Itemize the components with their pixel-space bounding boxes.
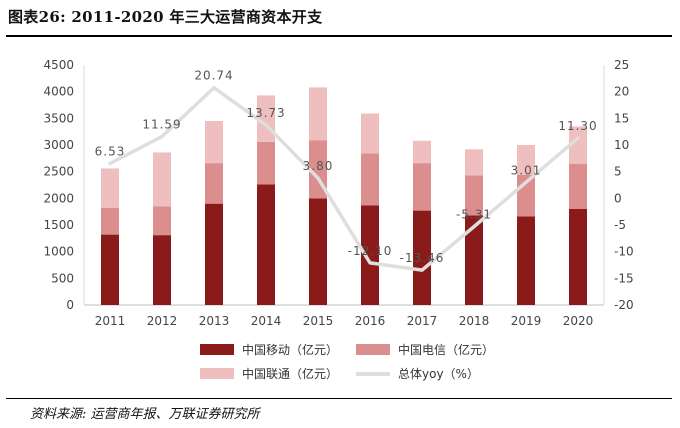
yoy-data-label: 3.80 — [303, 159, 334, 173]
y-right-tick-label: -5 — [614, 218, 626, 232]
y-left-tick-label: 4000 — [43, 85, 74, 99]
bar-segment-telecom — [569, 163, 587, 209]
bar-segment-unicom — [309, 87, 327, 141]
y-right-tick-label: -20 — [614, 298, 634, 312]
x-tick-label: 2013 — [199, 314, 230, 328]
yoy-line — [108, 85, 580, 272]
legend-label: 中国移动（亿元） — [242, 342, 338, 357]
y-right-tick-label: 0 — [614, 191, 622, 205]
bar-segment-telecom — [205, 163, 223, 204]
y-right-tick-label: 20 — [614, 85, 629, 99]
bar-segment-mobile — [517, 216, 535, 305]
bar-segment-telecom — [413, 163, 431, 211]
y-left-tick-label: 4500 — [43, 58, 74, 72]
bar-segment-telecom — [361, 153, 379, 206]
chart-title: 图表26: 2011-2020 年三大运营商资本开支 — [8, 8, 323, 26]
y-right-tick-label: -10 — [614, 245, 634, 259]
legend-swatch — [200, 368, 234, 379]
y-left-tick-label: 3500 — [43, 111, 74, 125]
legend-label: 中国联通（亿元） — [242, 366, 338, 381]
x-tick-label: 2017 — [407, 314, 438, 328]
bar-segment-mobile — [205, 203, 223, 305]
bar-segment-telecom — [153, 206, 171, 236]
yoy-data-label: 20.74 — [194, 69, 233, 83]
y-right-tick-label: 25 — [614, 58, 629, 72]
yoy-data-label: -5.31 — [456, 208, 492, 222]
legend-label: 中国电信（亿元） — [398, 342, 494, 357]
y-left-tick-label: 500 — [51, 271, 74, 285]
y-right-tick-label: 15 — [614, 111, 629, 125]
yoy-data-label: 11.30 — [558, 119, 597, 133]
x-tick-label: 2016 — [355, 314, 386, 328]
y-right-tick-label: 10 — [614, 138, 629, 152]
y-right-tick-label: -15 — [614, 271, 634, 285]
y-right-tick-label: 5 — [614, 165, 622, 179]
yoy-data-label: 13.73 — [246, 106, 285, 120]
source-note: 资料来源: 运营商年报、万联证券研究所 — [30, 407, 260, 422]
legend-swatch — [356, 344, 390, 355]
x-tick-label: 2012 — [147, 314, 178, 328]
x-tick-label: 2015 — [303, 314, 334, 328]
yoy-data-label: 11.59 — [142, 118, 181, 132]
bar-segment-mobile — [101, 234, 119, 305]
source-rule — [6, 398, 672, 399]
yoy-data-label: 6.53 — [95, 145, 126, 159]
y-left-tick-label: 2500 — [43, 165, 74, 179]
title-rule — [6, 35, 672, 37]
legend-label: 总体yoy（%） — [398, 367, 479, 381]
yoy-data-label: -13.46 — [400, 251, 445, 265]
x-tick-label: 2014 — [251, 314, 282, 328]
bar-segment-unicom — [465, 149, 483, 176]
bar-segment-telecom — [257, 141, 275, 185]
yoy-data-label: 3.01 — [511, 163, 542, 177]
y-left-tick-label: 1500 — [43, 218, 74, 232]
bar-segment-mobile — [465, 215, 483, 305]
y-left-tick-label: 0 — [66, 298, 74, 312]
bar-segment-telecom — [101, 207, 119, 235]
bar-segment-mobile — [413, 210, 431, 305]
bar-segment-unicom — [413, 140, 431, 164]
bar-segment-unicom — [153, 152, 171, 207]
bar-segment-mobile — [309, 198, 327, 305]
bar-segment-mobile — [153, 235, 171, 305]
bar-segment-unicom — [361, 113, 379, 154]
bar-segment-mobile — [257, 184, 275, 305]
x-tick-label: 2011 — [95, 314, 126, 328]
y-left-tick-label: 2000 — [43, 191, 74, 205]
y-left-tick-label: 1000 — [43, 245, 74, 259]
stacked-bar-line-chart: 0 500 1000 1500 2000 2500 3000 3500 4000 4500 -20 -… — [43, 58, 634, 381]
bar-segment-unicom — [517, 145, 535, 175]
bar-segment-unicom — [569, 126, 587, 164]
legend-swatch — [200, 344, 234, 355]
yoy-data-label: -12.10 — [348, 244, 393, 258]
y-left-tick-label: 3000 — [43, 138, 74, 152]
bar-segment-telecom — [465, 175, 483, 216]
x-tick-label: 2018 — [459, 314, 490, 328]
bar-segment-mobile — [361, 205, 379, 305]
x-tick-label: 2019 — [511, 314, 542, 328]
bar-segment-unicom — [101, 168, 119, 208]
bar-segment-unicom — [205, 121, 223, 164]
bar-segment-mobile — [569, 209, 587, 305]
x-tick-label: 2020 — [563, 314, 594, 328]
